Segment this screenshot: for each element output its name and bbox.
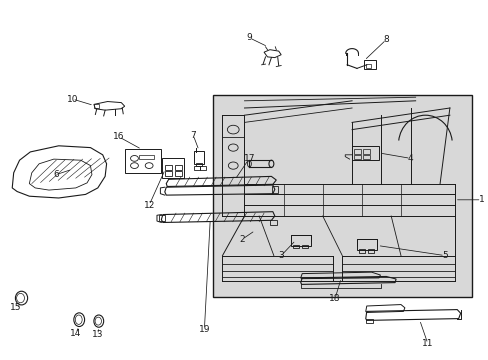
Text: 17: 17 <box>243 154 255 163</box>
Bar <box>363 60 375 69</box>
Text: 1: 1 <box>478 195 484 204</box>
Bar <box>164 165 172 170</box>
Bar <box>174 171 182 176</box>
Bar <box>362 155 369 159</box>
Bar <box>124 149 161 173</box>
Bar <box>356 239 376 250</box>
Bar <box>174 165 182 170</box>
Text: 9: 9 <box>246 33 252 42</box>
Bar <box>365 319 372 323</box>
Text: 4: 4 <box>407 154 413 163</box>
Text: 6: 6 <box>53 170 59 179</box>
Bar <box>272 186 278 193</box>
Bar <box>94 104 99 108</box>
Text: 2: 2 <box>239 235 244 244</box>
Text: 10: 10 <box>66 94 78 104</box>
Bar <box>200 166 206 170</box>
Bar <box>290 235 310 246</box>
Bar <box>194 151 203 164</box>
Text: 15: 15 <box>10 303 21 312</box>
Text: 12: 12 <box>143 201 155 210</box>
Bar <box>195 163 202 166</box>
Text: 3: 3 <box>278 251 284 260</box>
Bar <box>159 215 164 221</box>
Bar <box>301 245 307 248</box>
Text: 5: 5 <box>441 251 447 260</box>
Bar <box>212 95 471 297</box>
Bar <box>362 149 369 154</box>
Bar <box>351 146 378 160</box>
Text: 11: 11 <box>421 339 433 348</box>
Bar <box>353 155 360 159</box>
Bar <box>162 158 184 178</box>
Bar <box>365 64 370 68</box>
Text: 14: 14 <box>70 328 81 338</box>
Text: 8: 8 <box>383 35 388 44</box>
Text: 7: 7 <box>190 130 196 139</box>
Text: 13: 13 <box>92 330 103 339</box>
Text: 18: 18 <box>328 294 340 303</box>
Bar <box>367 249 373 253</box>
Bar <box>353 149 360 154</box>
Bar <box>139 155 154 159</box>
Bar <box>269 220 277 225</box>
Bar <box>293 245 299 248</box>
Bar <box>164 171 172 176</box>
Bar <box>359 249 365 253</box>
Text: 19: 19 <box>198 325 210 334</box>
Text: 16: 16 <box>113 132 124 141</box>
Bar <box>193 166 199 170</box>
